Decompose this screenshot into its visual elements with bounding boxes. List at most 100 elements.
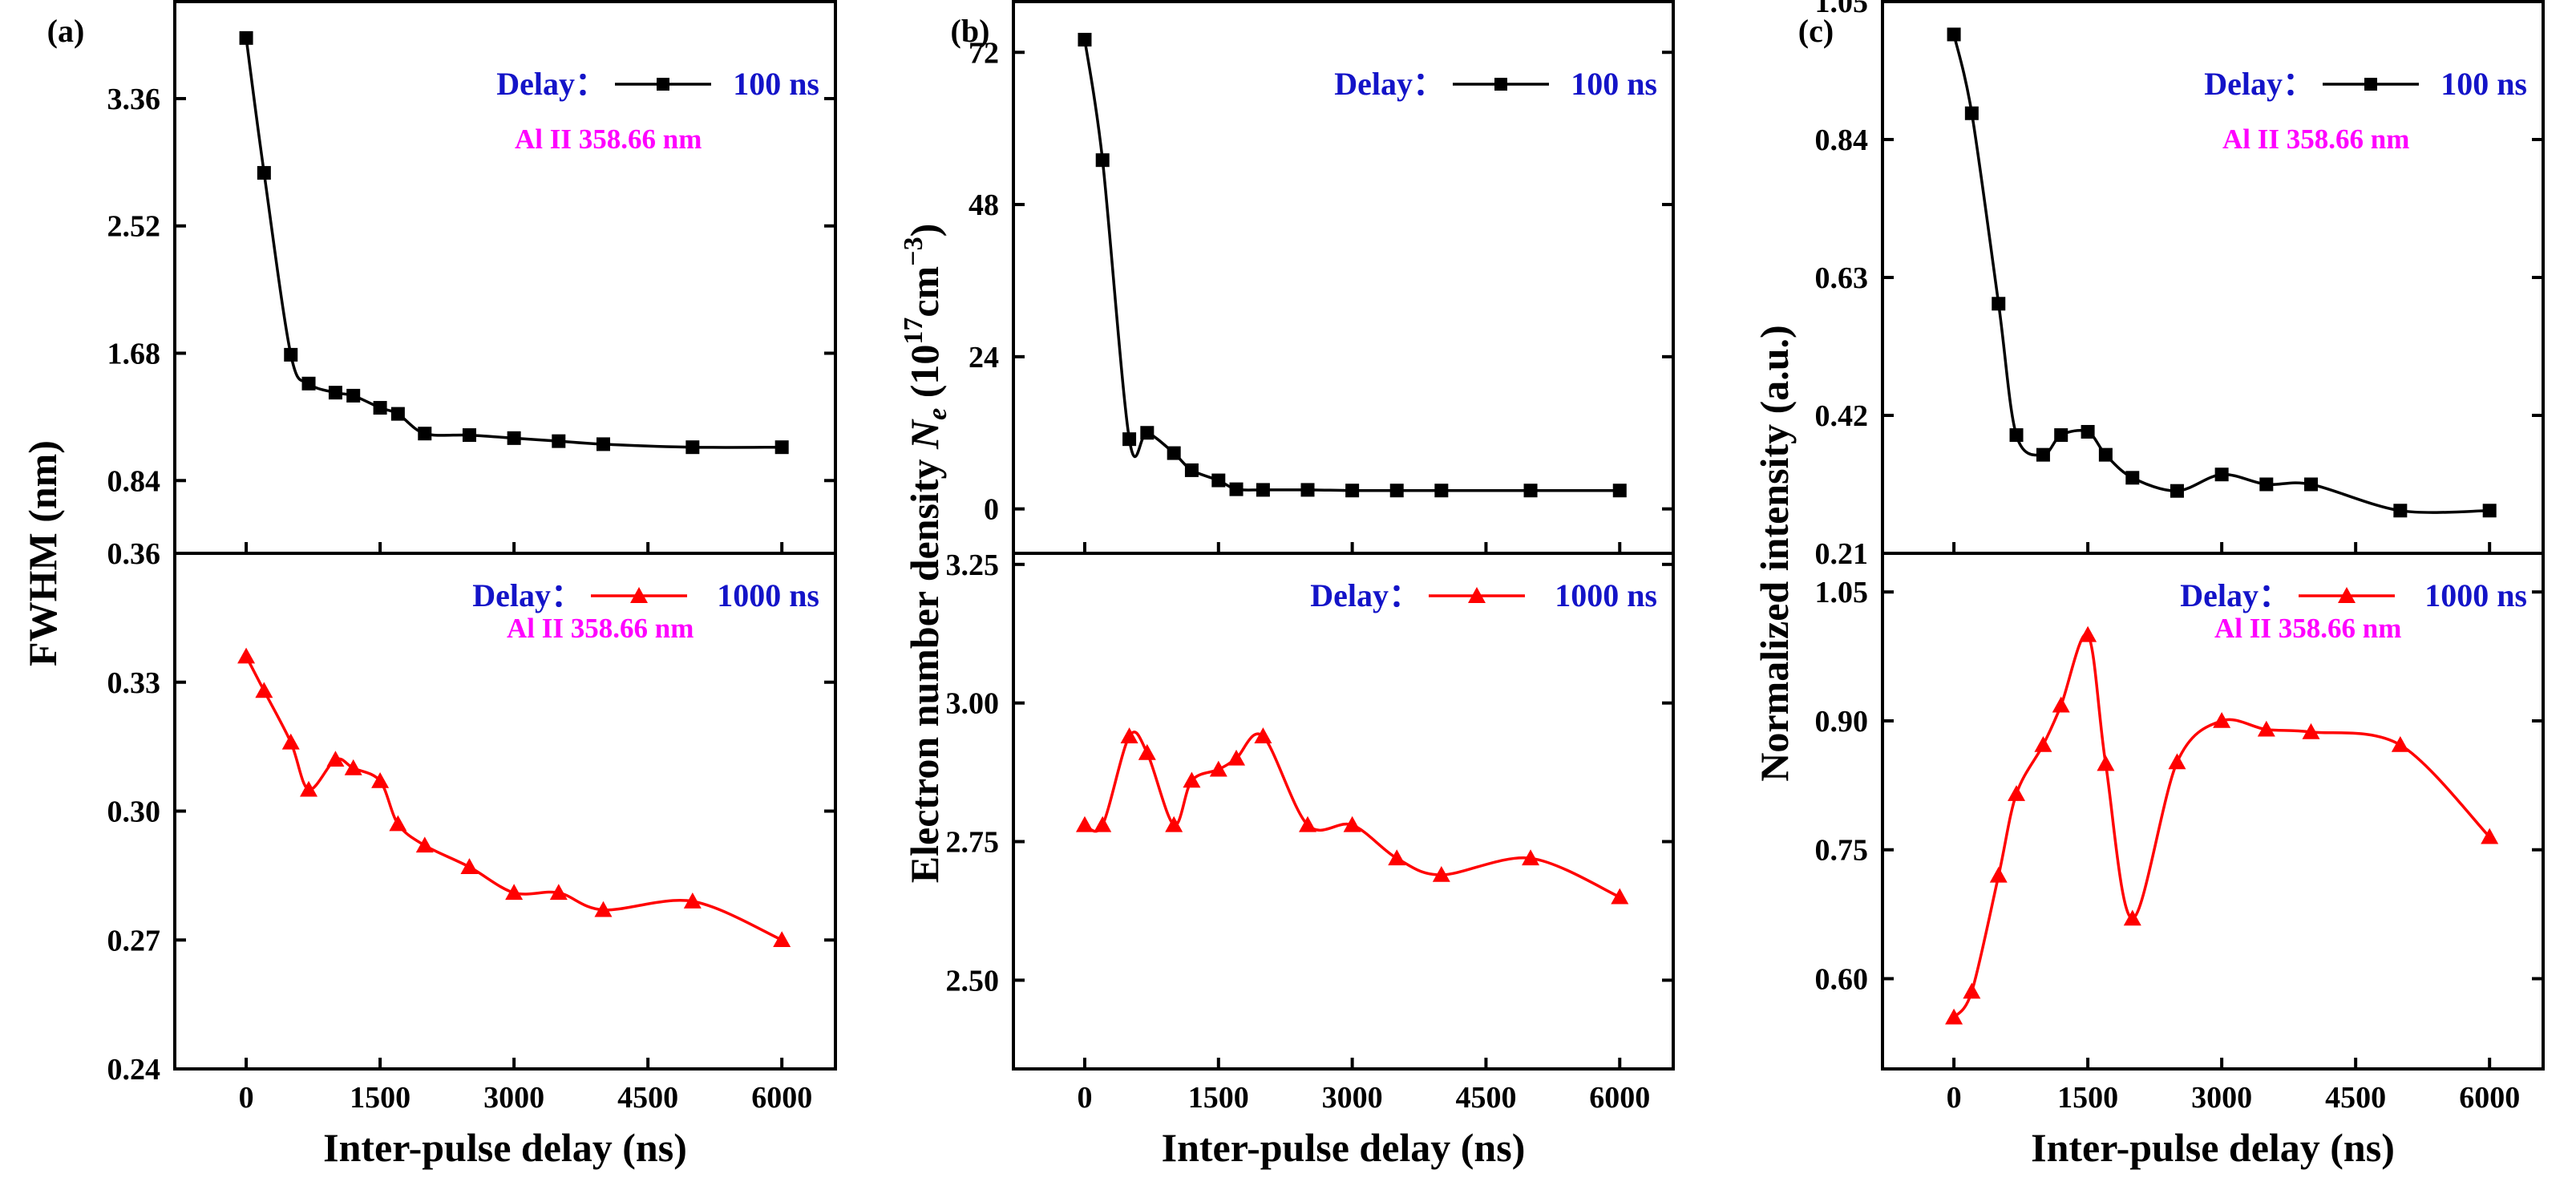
data-point <box>1945 1008 1963 1025</box>
x-axis-title: Inter-pulse delay (ns) <box>1162 1125 1526 1170</box>
data-point <box>2170 484 2184 498</box>
y-tick-label: 0.27 <box>107 924 161 957</box>
data-point <box>1523 484 1538 498</box>
legend-prefix: Delay： <box>472 577 583 613</box>
x-tick-label: 4500 <box>617 1081 678 1115</box>
plot-frame <box>173 552 837 1071</box>
legend-prefix: Delay： <box>1310 577 1421 613</box>
y-tick-label: 0.84 <box>107 464 161 498</box>
data-point <box>2008 785 2026 801</box>
y-axis-title-part: cm <box>902 266 947 318</box>
data-point <box>2054 428 2068 443</box>
data-point <box>1167 446 1181 460</box>
data-point <box>1165 816 1183 832</box>
data-point <box>1299 816 1317 832</box>
data-point <box>1612 484 1627 498</box>
legend-marker <box>2338 587 2356 603</box>
series-line <box>1083 39 1620 492</box>
series-line <box>1952 34 2490 514</box>
y-tick-label: 0.63 <box>1815 261 1869 295</box>
y-axis-title-part: 17 <box>899 318 928 345</box>
annotation-label: Al II 358.66 nm <box>507 613 694 644</box>
data-point <box>2393 504 2408 518</box>
data-point <box>301 376 316 391</box>
x-tick-label: 3000 <box>1322 1081 1383 1115</box>
subplot-top: 0.84 1.68 2.52 3.36 Delay： 100 ns Al II 358.66… <box>107 0 837 555</box>
data-point <box>1209 760 1227 777</box>
data-point <box>2482 504 2497 518</box>
chart-panel-c: (c) 0.21 0.42 0.63 0.84 1.05 Delay： 100 ns Al II… <box>1752 0 2545 1170</box>
legend-marker <box>1494 78 1507 91</box>
data-point <box>1389 484 1404 498</box>
data-point <box>300 780 318 797</box>
data-point <box>1256 483 1270 497</box>
data-point <box>1078 32 1092 47</box>
annotation-label: Al II 358.66 nm <box>2214 613 2401 644</box>
y-axis-title-part: N <box>902 419 947 450</box>
y-tick-label: 0.60 <box>1815 962 1869 996</box>
x-tick-label: 1500 <box>1188 1081 1249 1115</box>
legend: Delay： 100 ns <box>2204 66 2527 102</box>
y-tick-label: 1.05 <box>1815 576 1869 609</box>
y-axis-title: FWHM (nm) <box>20 440 65 666</box>
data-point <box>1184 463 1199 477</box>
x-tick-label: 3000 <box>483 1081 544 1115</box>
panel-label: (c) <box>1798 13 1834 49</box>
data-point <box>2052 696 2070 713</box>
data-point <box>1229 482 1244 496</box>
data-point <box>2302 722 2320 739</box>
y-tick-label: 2.50 <box>946 964 1000 998</box>
x-tick-label: 1500 <box>2057 1081 2118 1115</box>
y-tick-label: 0.84 <box>1815 123 1869 157</box>
legend-prefix: Delay： <box>2180 577 2291 613</box>
legend-label: 100 ns <box>1571 66 1657 102</box>
x-axis-title: Inter-pulse delay (ns) <box>323 1125 687 1170</box>
data-point <box>1075 816 1094 832</box>
subplot-top: 0.21 0.42 0.63 0.84 1.05 Delay： 100 ns Al II 35… <box>1815 0 2545 571</box>
data-point <box>552 434 566 448</box>
legend-prefix: Delay： <box>1334 66 1445 102</box>
data-point <box>1522 849 1540 866</box>
series-line <box>1084 731 1621 899</box>
data-point <box>257 166 271 180</box>
data-point <box>2079 625 2097 642</box>
data-point <box>460 858 479 874</box>
y-tick-label: 1.68 <box>107 338 161 371</box>
data-point <box>774 440 789 455</box>
x-tick-label: 4500 <box>1455 1081 1516 1115</box>
panel-label: (a) <box>47 13 85 49</box>
y-axis-title: Electron number density Ne (1017cm−3) <box>899 224 952 883</box>
legend: Delay： 1000 ns <box>472 577 819 613</box>
data-point <box>683 892 702 909</box>
legend-prefix: Delay： <box>2204 66 2315 102</box>
x-tick-label: 4500 <box>2325 1081 2386 1115</box>
series-line <box>1952 632 2491 1018</box>
legend-label: 100 ns <box>2441 66 2527 102</box>
legend-label: 1000 ns <box>2424 577 2527 613</box>
data-point <box>773 931 791 948</box>
legend-label: 1000 ns <box>1555 577 1657 613</box>
y-tick-label: 3.36 <box>107 83 161 116</box>
y-axis-title-part: (10 <box>902 345 947 408</box>
data-point <box>2123 909 2141 926</box>
data-point <box>507 431 521 445</box>
data-point <box>239 30 253 45</box>
y-axis-title-part: ) <box>902 224 947 237</box>
y-tick-label: 0.30 <box>107 795 161 829</box>
legend-marker <box>2364 78 2377 91</box>
subplot-bottom: 0.60 0.75 0.90 1.05 0 1500 3000 4500 6000 Delay： 1… <box>1815 552 2545 1115</box>
data-point <box>1963 982 1981 999</box>
x-tick-label: 6000 <box>2459 1081 2520 1115</box>
legend: Delay： 1000 ns <box>1310 577 1657 613</box>
data-point <box>549 884 568 901</box>
data-point <box>281 733 300 750</box>
data-point <box>1992 297 2006 311</box>
y-tick-label: 2.52 <box>107 210 161 244</box>
data-point <box>373 401 387 415</box>
data-point <box>418 427 432 441</box>
data-point <box>371 771 390 788</box>
data-point <box>1095 153 1110 168</box>
data-point <box>2097 755 2115 771</box>
data-point <box>1120 727 1138 743</box>
